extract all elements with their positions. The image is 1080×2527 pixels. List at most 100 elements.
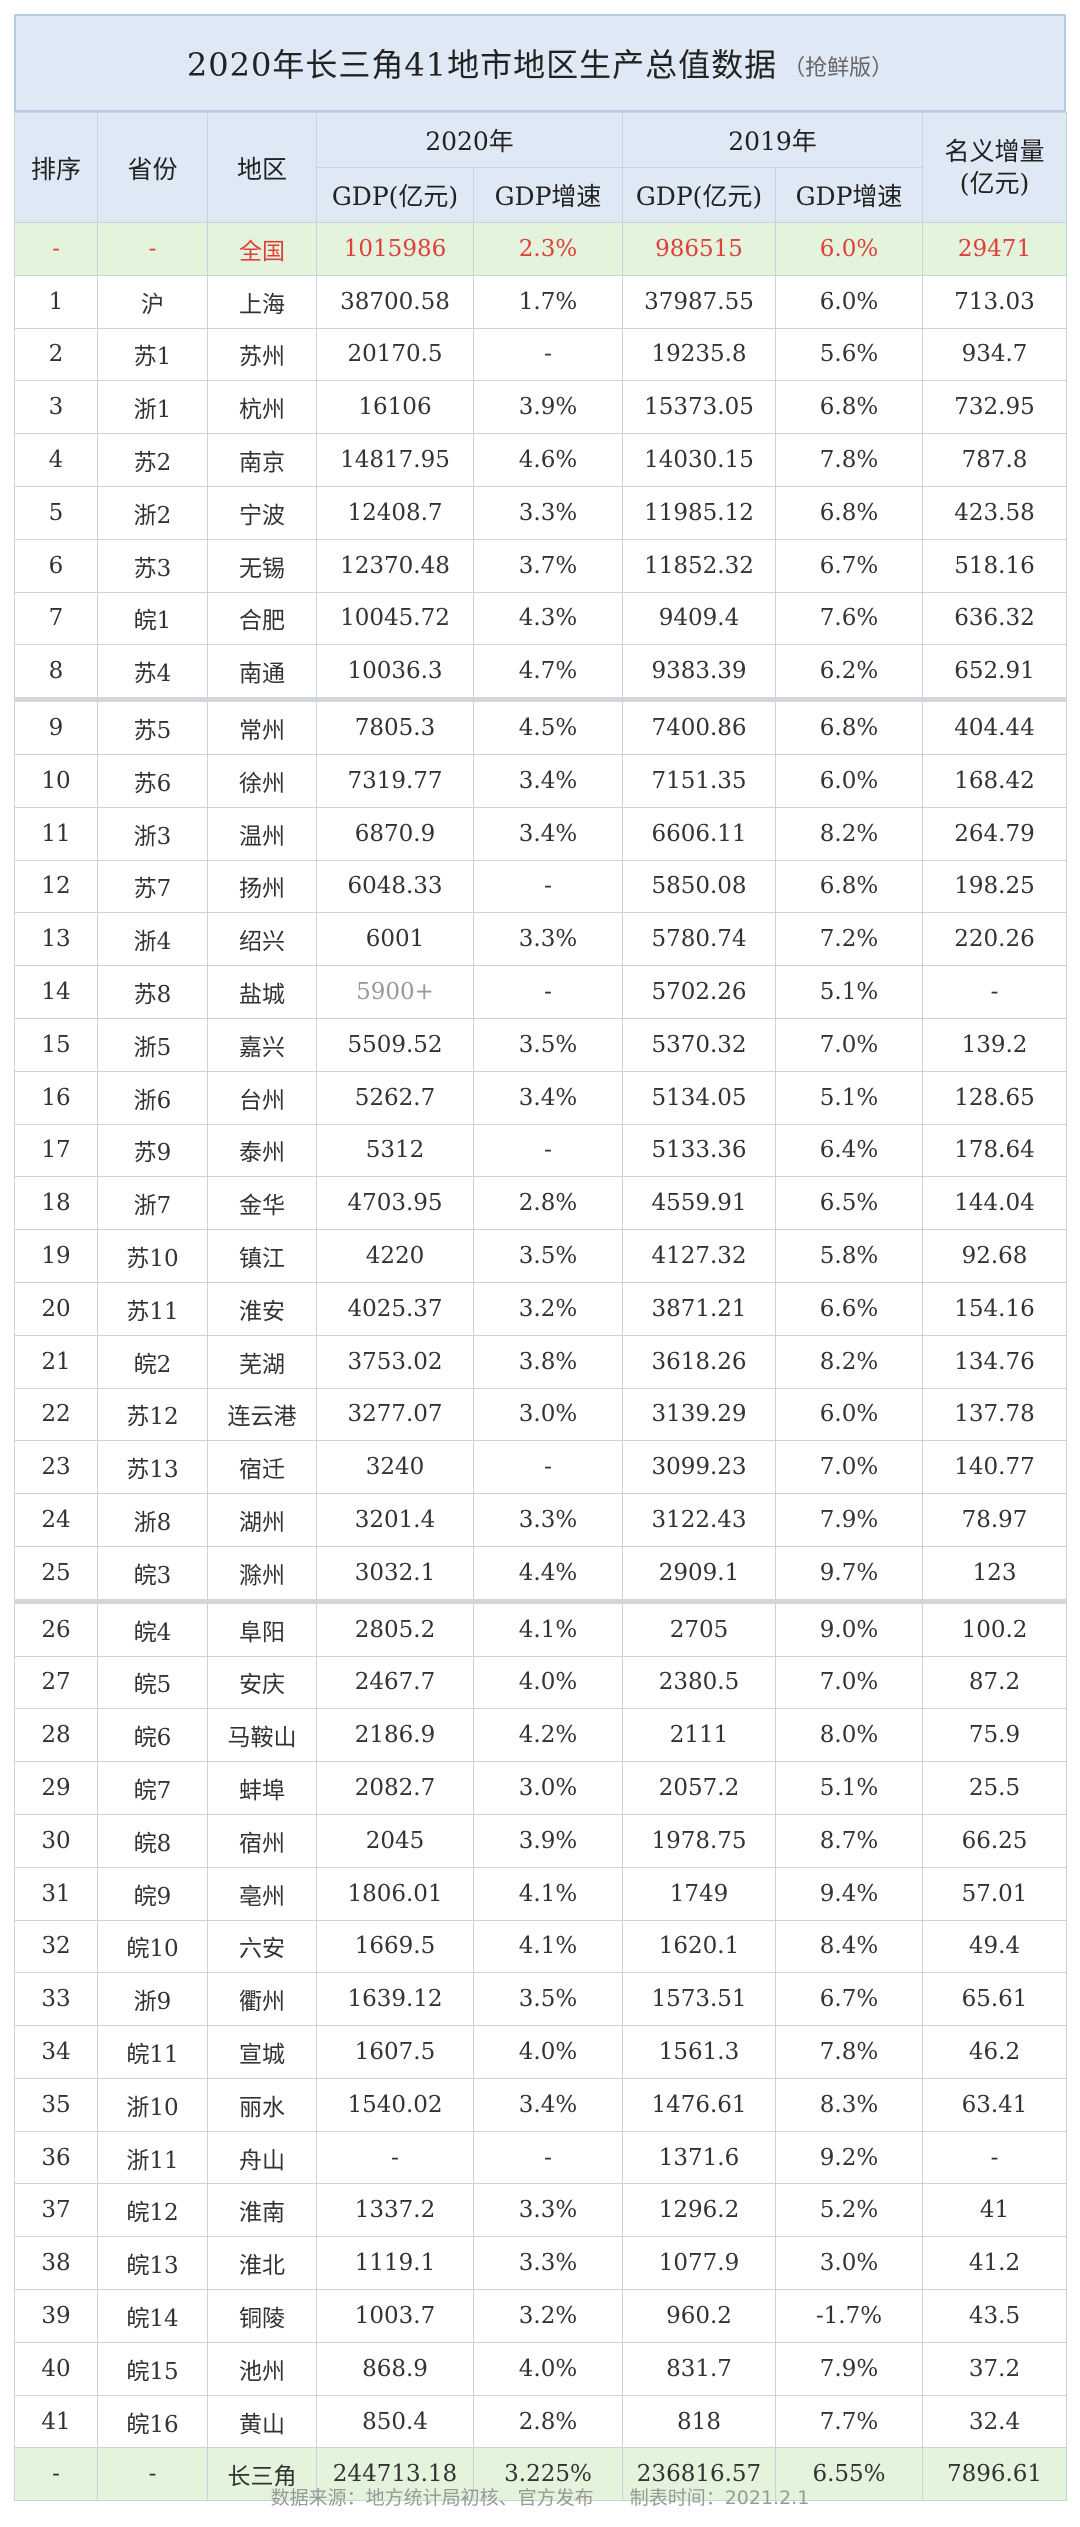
header-gdp-2019: GDP(亿元) <box>622 167 776 223</box>
increase-cell: 139.2 <box>922 1017 1067 1072</box>
gdp-2019-cell: 2057.2 <box>622 1761 776 1815</box>
province-cell: 苏4 <box>97 644 208 701</box>
region-cell: 黄山 <box>207 2394 317 2449</box>
growth-2020-cell: 3.4% <box>473 806 623 861</box>
rank-cell: 6 <box>14 538 98 593</box>
province-cell: 皖10 <box>97 1919 208 1974</box>
gdp-2019-cell: 986515 <box>622 222 776 276</box>
growth-2020-cell: 3.7% <box>473 538 623 593</box>
growth-2020-cell: - <box>473 965 623 1019</box>
table-row: 2 苏1 苏州 20170.5-19235.8 5.6% 934.7 <box>14 327 1067 382</box>
growth-2020-cell: 3.225% <box>473 2447 623 2502</box>
table-row: 23 苏13 宿迁 3240-3099.23 7.0% 140.77 <box>14 1440 1067 1495</box>
header-province: 省份 <box>97 112 208 223</box>
region-cell: 泰州 <box>207 1123 317 1178</box>
gdp-2019-cell: 14030.15 <box>622 433 776 487</box>
growth-2019-cell: 6.5% <box>775 1176 923 1231</box>
national-row: - - 全国 1015986 2.3% 986515 6.0% 29471 <box>14 222 1067 276</box>
gdp-2019-cell: 3139.29 <box>622 1387 776 1442</box>
rank-cell: 30 <box>14 1813 98 1868</box>
rank-cell: 35 <box>14 2077 98 2132</box>
increase-cell: 732.95 <box>922 380 1067 435</box>
table-row: 25 皖3 滁州 3032.1 4.4% 2909.1 9.7% 123 <box>14 1545 1067 1602</box>
increase-cell: 128.65 <box>922 1070 1067 1125</box>
region-cell: 镇江 <box>207 1229 317 1283</box>
rank-cell: 36 <box>14 2130 98 2185</box>
region-cell: 苏州 <box>207 327 317 382</box>
growth-2020-cell: 3.2% <box>473 1281 623 1336</box>
growth-2019-cell: 6.0% <box>775 753 923 808</box>
province-cell: - <box>97 222 208 276</box>
province-cell: 苏1 <box>97 327 208 382</box>
growth-2020-cell: 3.3% <box>473 912 623 967</box>
growth-2020-cell: - <box>473 1123 623 1178</box>
gdp-2020-cell: 6870.9 <box>316 806 474 861</box>
growth-2020-cell: - <box>473 327 623 382</box>
increase-cell: - <box>922 2130 1067 2185</box>
growth-2019-cell: 9.4% <box>775 1866 923 1921</box>
increase-cell: 423.58 <box>922 485 1067 540</box>
rank-cell: 5 <box>14 485 98 540</box>
province-cell: 苏9 <box>97 1123 208 1178</box>
rank-cell: 10 <box>14 753 98 808</box>
header-rank: 排序 <box>14 112 98 223</box>
growth-2020-cell: 3.8% <box>473 1334 623 1389</box>
table-row: 36 浙11 舟山 - -1371.6 9.2% - <box>14 2130 1067 2185</box>
increase-cell: - <box>922 965 1067 1019</box>
gdp-2019-cell: 3871.21 <box>622 1281 776 1336</box>
growth-2020-cell: 2.8% <box>473 1176 623 1231</box>
gdp-2020-cell: 4220 <box>316 1229 474 1283</box>
region-cell: 徐州 <box>207 753 317 808</box>
increase-cell: 123 <box>922 1545 1067 1602</box>
growth-2019-cell: 8.2% <box>775 1334 923 1389</box>
region-cell: 滁州 <box>207 1545 317 1602</box>
growth-2019-cell: 6.0% <box>775 1387 923 1442</box>
increase-cell: 264.79 <box>922 806 1067 861</box>
gdp-2019-cell: 1077.9 <box>622 2236 776 2291</box>
rank-cell: 16 <box>14 1070 98 1125</box>
gdp-2020-cell: 3201.4 <box>316 1493 474 1547</box>
table-row: 30 皖8 宿州 2045 3.9% 1978.75 8.7% 66.25 <box>14 1813 1067 1868</box>
gdp-2019-cell: 6606.11 <box>622 806 776 861</box>
growth-2019-cell: 7.7% <box>775 2394 923 2449</box>
increase-cell: 63.41 <box>922 2077 1067 2132</box>
province-cell: 浙7 <box>97 1176 208 1231</box>
gdp-2019-cell: 1371.6 <box>622 2130 776 2185</box>
increase-cell: 57.01 <box>922 1866 1067 1921</box>
rank-cell: 40 <box>14 2341 98 2396</box>
region-cell: 宿州 <box>207 1813 317 1868</box>
growth-2019-cell: 7.0% <box>775 1440 923 1495</box>
growth-2020-cell: 3.3% <box>473 2236 623 2291</box>
growth-2019-cell: 6.8% <box>775 859 923 914</box>
growth-2019-cell: 7.9% <box>775 1493 923 1547</box>
region-cell: 南通 <box>207 644 317 701</box>
growth-2020-cell: 4.3% <box>473 591 623 646</box>
gdp-2020-cell: 3240 <box>316 1440 474 1495</box>
region-cell: 铜陵 <box>207 2289 317 2343</box>
gdp-2020-cell: 5262.7 <box>316 1070 474 1125</box>
gdp-2019-cell: 3099.23 <box>622 1440 776 1495</box>
total-row: - - 长三角 244713.18 3.225% 236816.57 6.55% 7896.6… <box>14 2447 1067 2502</box>
region-cell: 南京 <box>207 433 317 487</box>
province-cell: 皖1 <box>97 591 208 646</box>
province-cell: 皖6 <box>97 1708 208 1763</box>
table-row: 4 苏2 南京 14817.95 4.6% 14030.15 7.8% 787.8 <box>14 433 1067 487</box>
gdp-2020-cell: 2186.9 <box>316 1708 474 1763</box>
table-date: 制表时间：2021.2.1 <box>629 2487 810 2509</box>
rank-cell: 20 <box>14 1281 98 1336</box>
growth-2020-cell: 2.8% <box>473 2394 623 2449</box>
growth-2020-cell: 4.2% <box>473 1708 623 1763</box>
table-row: 41 皖16 黄山 850.4 2.8% 818 7.7% 32.4 <box>14 2394 1067 2449</box>
increase-cell: 29471 <box>922 222 1067 276</box>
table-row: 26 皖4 阜阳 2805.2 4.1% 2705 9.0% 100.2 <box>14 1598 1067 1657</box>
growth-2019-cell: 6.7% <box>775 538 923 593</box>
table-row: 27 皖5 安庆 2467.7 4.0% 2380.5 7.0% 87.2 <box>14 1655 1067 1710</box>
growth-2020-cell: 3.3% <box>473 2183 623 2238</box>
table-row: 22 苏12 连云港 3277.07 3.0% 3139.29 6.0% 137.78 <box>14 1387 1067 1442</box>
table-row: 28 皖6 马鞍山 2186.9 4.2% 2111 8.0% 75.9 <box>14 1708 1067 1763</box>
table-row: 33 浙9 衢州 1639.12 3.5% 1573.51 6.7% 65.61 <box>14 1972 1067 2027</box>
increase-cell: 144.04 <box>922 1176 1067 1231</box>
rank-cell: 24 <box>14 1493 98 1547</box>
province-cell: 皖7 <box>97 1761 208 1815</box>
rank-cell: 29 <box>14 1761 98 1815</box>
